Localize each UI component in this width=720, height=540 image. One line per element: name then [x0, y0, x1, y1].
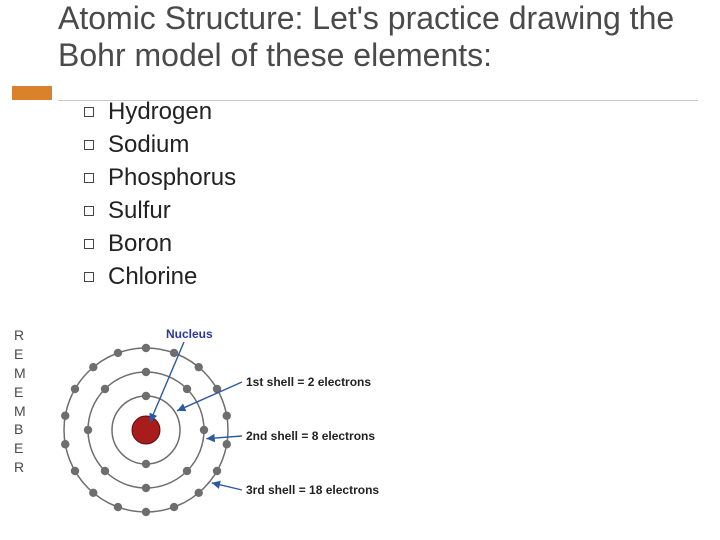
- bullet-icon: [84, 272, 94, 282]
- list-item-label: Hydrogen: [108, 98, 212, 126]
- vertical-letter: E: [14, 383, 26, 402]
- vertical-letter: M: [14, 402, 26, 421]
- list-item: Phosphorus: [84, 164, 720, 192]
- vertical-letter: B: [14, 420, 26, 439]
- vertical-letter: E: [14, 345, 26, 364]
- vertical-letter: M: [14, 364, 26, 383]
- shell-pointer-2: [206, 436, 242, 439]
- electron: [89, 363, 97, 371]
- electron: [195, 489, 203, 497]
- electron: [183, 385, 191, 393]
- bullet-icon: [84, 239, 94, 249]
- electron: [142, 344, 150, 352]
- electron: [142, 368, 150, 376]
- accent-bar: [12, 86, 52, 100]
- electron: [61, 412, 69, 420]
- electron: [142, 484, 150, 492]
- list-item-label: Sodium: [108, 131, 189, 159]
- electron: [114, 503, 122, 511]
- list-item: Chlorine: [84, 263, 720, 291]
- electron: [71, 467, 79, 475]
- electron: [114, 349, 122, 357]
- electron: [71, 385, 79, 393]
- vertical-letter: R: [14, 326, 26, 345]
- shell-label-2: 2nd shell = 8 electrons: [246, 429, 375, 443]
- list-item: Hydrogen: [84, 98, 720, 126]
- electron: [200, 426, 208, 434]
- title-underline: [58, 100, 698, 101]
- electron: [170, 349, 178, 357]
- list-item: Sodium: [84, 131, 720, 159]
- electron: [142, 392, 150, 400]
- electron: [142, 508, 150, 516]
- electron: [101, 467, 109, 475]
- shell-label-1: 1st shell = 2 electrons: [246, 375, 371, 389]
- nucleus-label: Nucleus: [166, 327, 213, 341]
- electron: [84, 426, 92, 434]
- list-item-label: Boron: [108, 230, 172, 258]
- slide-title: Atomic Structure: Let's practice drawing…: [58, 0, 720, 74]
- list-item-label: Phosphorus: [108, 164, 236, 192]
- list-item: Sulfur: [84, 197, 720, 225]
- vertical-letter: R: [14, 458, 26, 477]
- electron: [213, 467, 221, 475]
- electron: [195, 363, 203, 371]
- remember-vertical-label: REMEMBER: [14, 326, 26, 477]
- bohr-model-diagram: Nucleus 1st shell = 2 electrons 2nd shell …: [46, 320, 436, 520]
- electron: [61, 440, 69, 448]
- electron: [223, 440, 231, 448]
- electron: [142, 460, 150, 468]
- elements-list: Hydrogen Sodium Phosphorus Sulfur Boron Chlor…: [84, 98, 720, 291]
- electron: [223, 412, 231, 420]
- list-item-label: Chlorine: [108, 263, 197, 291]
- bullet-icon: [84, 173, 94, 183]
- bullet-icon: [84, 206, 94, 216]
- shell-pointer-3: [212, 483, 242, 490]
- bullet-icon: [84, 107, 94, 117]
- vertical-letter: E: [14, 439, 26, 458]
- bullet-icon: [84, 140, 94, 150]
- electron: [170, 503, 178, 511]
- list-item-label: Sulfur: [108, 197, 171, 225]
- shell-label-3: 3rd shell = 18 electrons: [246, 483, 379, 497]
- electron: [101, 385, 109, 393]
- electron: [89, 489, 97, 497]
- electron: [183, 467, 191, 475]
- slide-title-block: Atomic Structure: Let's practice drawing…: [0, 0, 720, 74]
- nucleus: [132, 416, 160, 444]
- list-item: Boron: [84, 230, 720, 258]
